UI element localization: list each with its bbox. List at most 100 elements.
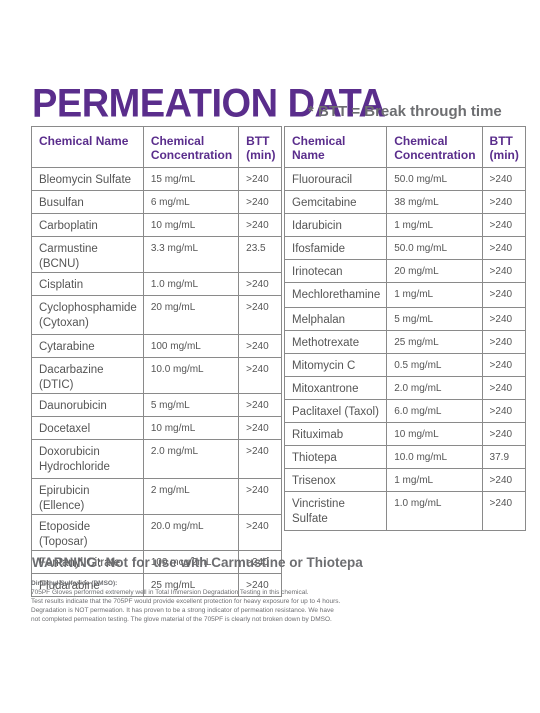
btt-cell: 37.9: [481, 445, 526, 469]
concentration-cell: 10.0 mg/mL: [386, 445, 483, 469]
table-row: Carboplatin 10 mg/mL >240: [31, 213, 283, 237]
chemical-name-cell: Melphalan: [283, 307, 388, 331]
concentration-cell: 20 mg/mL: [142, 295, 240, 335]
table-row: Docetaxel 10 mg/mL >240: [31, 416, 283, 440]
concentration-cell: 5 mg/mL: [142, 393, 240, 417]
dmso-line: not completed permeation testing. The gl…: [31, 616, 332, 623]
concentration-cell: 2.0 mg/mL: [142, 439, 240, 479]
btt-cell: >240: [481, 282, 526, 308]
concentration-cell: 20 mg/mL: [386, 259, 483, 283]
chemical-name-cell: Vincristine Sulfate: [283, 491, 388, 531]
concentration-cell: 10 mg/mL: [386, 422, 483, 446]
dmso-heading: Dimethyl Sulfoxide (DMSO):: [31, 580, 118, 587]
chemical-name-cell: Methotrexate: [283, 330, 388, 354]
page-title: PERMEATION DATA: [32, 81, 386, 127]
chemical-name-cell: Cytarabine: [31, 334, 144, 358]
header-chemical-name: Chemical Name: [283, 126, 388, 168]
table-row: Mitoxantrone 2.0 mg/mL >240: [283, 376, 526, 400]
concentration-cell: 25 mg/mL: [386, 330, 483, 354]
concentration-cell: 0.5 mg/mL: [386, 353, 483, 377]
chemical-name-cell: Carmustine (BCNU): [31, 236, 144, 273]
right-table-body: Fluorouracil 50.0 mg/mL >240 Gemcitabine 38 …: [283, 167, 526, 531]
concentration-cell: 10.0 mg/mL: [142, 357, 240, 394]
concentration-cell: 6.0 mg/mL: [386, 399, 483, 423]
permeation-table-right: Chemical Name Chemical Concentration BTT…: [283, 126, 526, 531]
concentration-cell: 100 mg/mL: [142, 334, 240, 358]
concentration-cell: 1.0 mg/mL: [142, 272, 240, 296]
table-row: Busulfan 6 mg/mL >240: [31, 190, 283, 214]
table-row: Mitomycin C 0.5 mg/mL >240: [283, 353, 526, 377]
header-btt: BTT (min): [481, 126, 526, 168]
concentration-cell: 50.0 mg/mL: [386, 167, 483, 191]
header-btt: BTT (min): [238, 126, 283, 168]
permeation-table-left: Chemical Name Chemical Concentration BTT…: [31, 126, 283, 597]
btt-cell: >240: [481, 422, 526, 446]
table-row: Methotrexate 25 mg/mL >240: [283, 330, 526, 354]
chemical-name-cell: Gemcitabine: [283, 190, 388, 214]
concentration-cell: 2 mg/mL: [142, 478, 240, 515]
concentration-cell: 38 mg/mL: [386, 190, 483, 214]
concentration-cell: 6 mg/mL: [142, 190, 240, 214]
btt-cell: >240: [238, 573, 283, 597]
table-row: Ifosfamide 50.0 mg/mL >240: [283, 236, 526, 260]
warning-text: WARNING: Not for use with Carmustine or …: [32, 555, 363, 570]
chemical-name-cell: Doxorubicin Hydrochloride: [31, 439, 144, 479]
chemical-name-cell: Dacarbazine (DTIC): [31, 357, 144, 394]
chemical-name-cell: Epirubicin (Ellence): [31, 478, 144, 515]
chemical-name-cell: Docetaxel: [31, 416, 144, 440]
btt-cell: >240: [238, 550, 283, 574]
concentration-cell: 5 mg/mL: [386, 307, 483, 331]
table-row: Daunorubicin 5 mg/mL >240: [31, 393, 283, 417]
btt-cell: >240: [481, 353, 526, 377]
table-row: Irinotecan 20 mg/mL >240: [283, 259, 526, 283]
btt-cell: >240: [481, 468, 526, 492]
table-row: Cyclophosphamide (Cytoxan) 20 mg/mL >240: [31, 295, 283, 335]
concentration-cell: 1 mg/mL: [386, 468, 483, 492]
dmso-line: Test results indicate that the 705PF wou…: [31, 598, 341, 605]
chemical-name-cell: Fluorouracil: [283, 167, 388, 191]
table-row: Cisplatin 1.0 mg/mL >240: [31, 272, 283, 296]
btt-cell: >240: [481, 259, 526, 283]
btt-cell: >240: [481, 213, 526, 237]
chemical-name-cell: Mechlorethamine: [283, 282, 388, 308]
btt-cell: >240: [238, 416, 283, 440]
btt-cell: >240: [481, 236, 526, 260]
table-row: Cytarabine 100 mg/mL >240: [31, 334, 283, 358]
table-row: Fludarabine 25 mg/mL >240: [31, 573, 283, 597]
btt-cell: >240: [238, 167, 283, 191]
table-row: Mechlorethamine 1 mg/mL >240: [283, 282, 526, 308]
table-row: Gemcitabine 38 mg/mL >240: [283, 190, 526, 214]
chemical-name-cell: Cisplatin: [31, 272, 144, 296]
btt-cell: >240: [238, 272, 283, 296]
btt-cell: >240: [238, 357, 283, 394]
table-row: Trisenox 1 mg/mL >240: [283, 468, 526, 492]
btt-cell: >240: [238, 439, 283, 479]
dmso-line: 705PF Gloves performed extremely well in…: [31, 589, 309, 596]
chemical-name-cell: Bleomycin Sulfate: [31, 167, 144, 191]
chemical-name-cell: Mitoxantrone: [283, 376, 388, 400]
btt-cell: >240: [238, 190, 283, 214]
concentration-cell: 2.0 mg/mL: [386, 376, 483, 400]
chemical-name-cell: Carboplatin: [31, 213, 144, 237]
btt-note: * BTT = Break through time: [308, 103, 502, 120]
btt-cell: >240: [481, 376, 526, 400]
table-row: Thiotepa 10.0 mg/mL 37.9: [283, 445, 526, 469]
btt-cell: >240: [238, 514, 283, 551]
table-row: Paclitaxel (Taxol) 6.0 mg/mL >240: [283, 399, 526, 423]
chemical-name-cell: Fludarabine: [31, 573, 144, 597]
header-chemical-name: Chemical Name: [31, 126, 144, 168]
btt-cell: >240: [481, 399, 526, 423]
chemical-name-cell: Daunorubicin: [31, 393, 144, 417]
table-row: Bleomycin Sulfate 15 mg/mL >240: [31, 167, 283, 191]
chemical-name-cell: Cyclophosphamide (Cytoxan): [31, 295, 144, 335]
chemical-name-cell: Etoposide (Toposar): [31, 514, 144, 551]
btt-cell: >240: [481, 491, 526, 531]
chemical-name-cell: Rituximab: [283, 422, 388, 446]
chemical-name-cell: Mitomycin C: [283, 353, 388, 377]
table-row: Carmustine (BCNU) 3.3 mg/mL 23.5: [31, 236, 283, 273]
concentration-cell: 20.0 mg/mL: [142, 514, 240, 551]
dmso-line: Degradation is NOT permeation. It has pr…: [31, 607, 334, 614]
chemical-name-cell: Thiotepa: [283, 445, 388, 469]
btt-cell: >240: [481, 190, 526, 214]
concentration-cell: 25 mg/mL: [142, 573, 240, 597]
